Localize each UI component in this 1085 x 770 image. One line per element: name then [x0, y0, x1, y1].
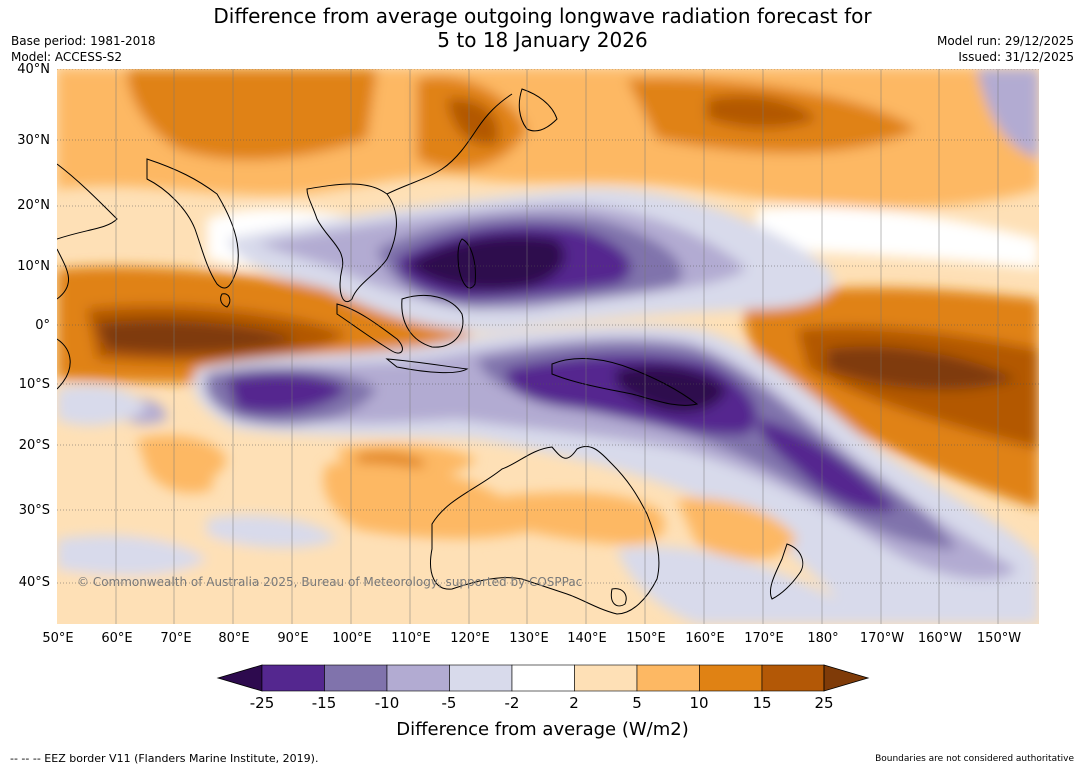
colorbar-swatch-5-10	[636, 664, 700, 692]
title-line-2: 5 to 18 January 2026	[437, 28, 648, 52]
lat-label-eq: 0°	[35, 318, 50, 333]
meta-right: Model run: 29/12/2025 Issued: 31/12/2025	[937, 33, 1074, 65]
colorbar-tick-label: 5	[632, 694, 642, 712]
lon-label-70e: 70°E	[160, 631, 192, 646]
colorbar-swatch-neg10-neg5	[386, 664, 450, 692]
base-period: Base period: 1981-2018	[11, 34, 156, 48]
lat-label-40s: 40°S	[18, 575, 50, 590]
lon-label-130e: 130°E	[509, 631, 549, 646]
lat-label-20n: 20°N	[17, 198, 50, 213]
copyright-notice: © Commonwealth of Australia 2025, Bureau…	[77, 575, 583, 589]
colorbar-swatch-neg5-neg2	[449, 664, 513, 692]
model-name: Model: ACCESS-S2	[11, 50, 123, 64]
meridians	[115, 69, 999, 624]
colorbar-swatch-2-5	[574, 664, 638, 692]
colorbar-swatch-neg25-neg15	[261, 664, 325, 692]
chart-title: Difference from average outgoing longwav…	[0, 4, 1085, 52]
anomaly-field	[57, 69, 1039, 624]
lon-label-180: 180°	[807, 631, 839, 646]
colorbar-tick-label: -15	[311, 694, 337, 712]
lat-label-10s: 10°S	[18, 377, 50, 392]
colorbar-swatch-below-neg25	[216, 664, 263, 692]
lon-label-80e: 80°E	[218, 631, 250, 646]
colorbar-tick-label: -5	[441, 694, 457, 712]
colorbar-tick-label: 10	[689, 694, 709, 712]
lon-label-60e: 60°E	[101, 631, 133, 646]
colorbar-tick-label: 2	[569, 694, 579, 712]
lat-label-30s: 30°S	[18, 503, 50, 518]
lat-label-30n: 30°N	[17, 133, 50, 148]
lon-label-170w: 170°W	[859, 631, 905, 646]
olr-anomaly-map	[57, 69, 1039, 624]
colorbar-swatch-neg15-neg10	[324, 664, 388, 692]
colorbar-title: Difference from average (W/m2)	[396, 719, 689, 740]
meta-left: Base period: 1981-2018 Model: ACCESS-S2	[11, 33, 156, 65]
lon-label-120e: 120°E	[450, 631, 490, 646]
title-line-1: Difference from average outgoing longwav…	[213, 4, 872, 28]
lat-label-10n: 10°N	[17, 259, 50, 274]
lon-label-160w: 160°W	[917, 631, 963, 646]
colorbar-tick-label: 25	[814, 694, 834, 712]
lon-label-90e: 90°E	[277, 631, 309, 646]
lon-label-150e: 150°E	[626, 631, 666, 646]
lat-label-20s: 20°S	[18, 438, 50, 453]
lon-label-110e: 110°E	[391, 631, 431, 646]
colorbar-swatch-10-15	[699, 664, 763, 692]
lon-label-150w: 150°W	[976, 631, 1022, 646]
boundaries-disclaimer: Boundaries are not considered authoritat…	[875, 754, 1074, 764]
eez-legend: -- -- -- EEZ border V11 (Flanders Marine…	[10, 752, 319, 765]
coastlines	[57, 88, 804, 615]
colorbar-tick-label: 15	[752, 694, 772, 712]
colorbar-swatch-15-25	[761, 664, 825, 692]
colorbar-tick-label: -25	[249, 694, 275, 712]
lon-label-170e: 170°E	[744, 631, 784, 646]
colorbar-swatch-above-25	[823, 664, 870, 692]
issued-date: Issued: 31/12/2025	[958, 50, 1074, 64]
lon-label-100e: 100°E	[332, 631, 372, 646]
colorbar-swatch-neg2-2	[511, 664, 575, 692]
colorbar-tick-label: -2	[504, 694, 520, 712]
lon-label-50e: 50°E	[42, 631, 74, 646]
colorbar	[216, 664, 870, 692]
lat-label-40n: 40°N	[17, 62, 50, 77]
model-run: Model run: 29/12/2025	[936, 34, 1074, 48]
lon-label-160e: 160°E	[685, 631, 725, 646]
lon-label-140e: 140°E	[567, 631, 607, 646]
colorbar-tick-label: -10	[374, 694, 400, 712]
